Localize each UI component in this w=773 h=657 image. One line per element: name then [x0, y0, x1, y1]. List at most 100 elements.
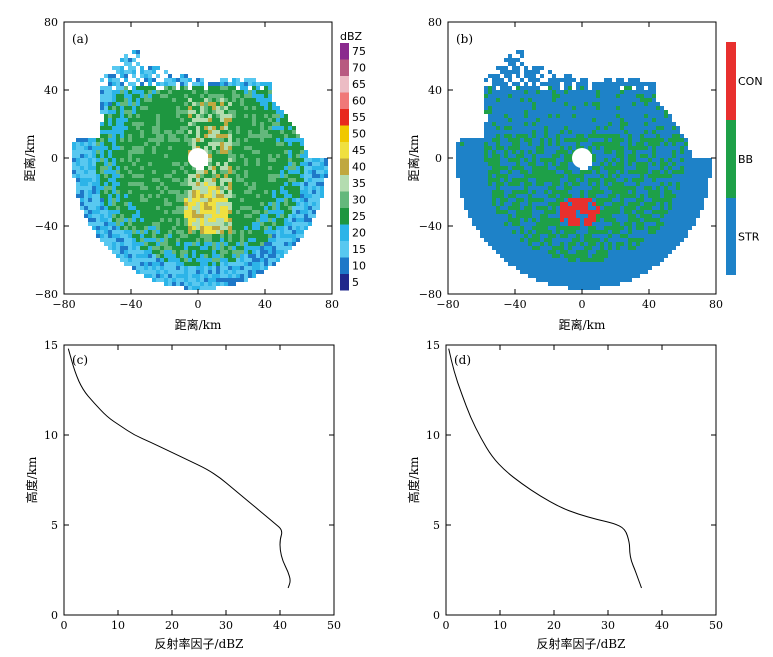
field-cell	[252, 202, 256, 206]
field-cell	[552, 98, 556, 102]
field-cell	[256, 98, 260, 102]
field-cell	[124, 198, 128, 202]
field-cell	[500, 234, 504, 238]
field-cell	[116, 122, 120, 126]
field-cell	[228, 206, 232, 210]
field-cell	[608, 146, 612, 150]
field-cell	[608, 178, 612, 182]
field-cell	[208, 130, 212, 134]
field-cell	[520, 230, 524, 234]
field-cell	[236, 226, 240, 230]
field-cell	[124, 178, 128, 182]
field-cell	[180, 270, 184, 274]
field-cell	[664, 162, 668, 166]
field-cell	[580, 234, 584, 238]
field-cell	[648, 114, 652, 118]
field-cell	[544, 118, 548, 122]
field-cell	[260, 94, 264, 98]
field-cell	[100, 126, 104, 130]
field-cell	[604, 202, 608, 206]
field-cell	[532, 130, 536, 134]
field-cell	[300, 202, 304, 206]
field-cell	[612, 134, 616, 138]
field-cell	[204, 222, 208, 226]
field-cell	[600, 226, 604, 230]
field-cell	[512, 58, 516, 62]
field-cell	[112, 174, 116, 178]
field-cell	[92, 158, 96, 162]
field-cell	[620, 118, 624, 122]
field-cell	[116, 234, 120, 238]
field-cell	[468, 154, 472, 158]
field-cell	[684, 186, 688, 190]
field-cell	[96, 138, 100, 142]
field-cell	[240, 158, 244, 162]
field-cell	[212, 118, 216, 122]
field-cell	[276, 114, 280, 118]
field-cell	[256, 246, 260, 250]
field-cell	[160, 238, 164, 242]
field-cell	[128, 106, 132, 110]
field-cell	[628, 130, 632, 134]
field-cell	[640, 194, 644, 198]
field-cell	[96, 142, 100, 146]
field-cell	[592, 138, 596, 142]
field-cell	[600, 154, 604, 158]
field-cell	[184, 186, 188, 190]
field-cell	[300, 206, 304, 210]
field-cell	[276, 118, 280, 122]
field-cell	[572, 174, 576, 178]
field-cell	[644, 82, 648, 86]
field-cell	[184, 174, 188, 178]
field-cell	[536, 194, 540, 198]
field-cell	[668, 122, 672, 126]
field-cell	[624, 174, 628, 178]
field-cell	[256, 198, 260, 202]
field-cell	[692, 182, 696, 186]
field-cell	[92, 138, 96, 142]
field-cell	[212, 146, 216, 150]
field-cell	[620, 190, 624, 194]
field-cell	[132, 162, 136, 166]
field-cell	[556, 174, 560, 178]
field-cell	[152, 238, 156, 242]
field-cell	[220, 198, 224, 202]
field-cell	[176, 194, 180, 198]
field-cell	[524, 70, 528, 74]
field-cell	[612, 174, 616, 178]
field-cell	[160, 230, 164, 234]
field-cell	[544, 238, 548, 242]
field-cell	[680, 178, 684, 182]
field-cell	[288, 222, 292, 226]
field-cell	[92, 182, 96, 186]
field-cell	[228, 166, 232, 170]
field-cell	[524, 210, 528, 214]
field-cell	[572, 214, 576, 218]
field-cell	[120, 238, 124, 242]
field-cell	[580, 238, 584, 242]
field-cell	[84, 206, 88, 210]
field-cell	[688, 182, 692, 186]
field-cell	[584, 78, 588, 82]
field-cell	[540, 130, 544, 134]
field-cell	[224, 274, 228, 278]
field-cell	[96, 226, 100, 230]
field-cell	[180, 74, 184, 78]
field-cell	[256, 162, 260, 166]
field-cell	[584, 126, 588, 130]
field-cell	[640, 190, 644, 194]
colorbar-level-label: 40	[352, 161, 366, 174]
field-cell	[604, 226, 608, 230]
field-cell	[492, 198, 496, 202]
field-cell	[508, 250, 512, 254]
field-cell	[616, 178, 620, 182]
field-cell	[260, 266, 264, 270]
field-cell	[244, 234, 248, 238]
field-cell	[124, 206, 128, 210]
field-cell	[660, 154, 664, 158]
field-cell	[176, 206, 180, 210]
field-cell	[124, 210, 128, 214]
field-cell	[232, 150, 236, 154]
field-cell	[240, 238, 244, 242]
field-cell	[164, 94, 168, 98]
